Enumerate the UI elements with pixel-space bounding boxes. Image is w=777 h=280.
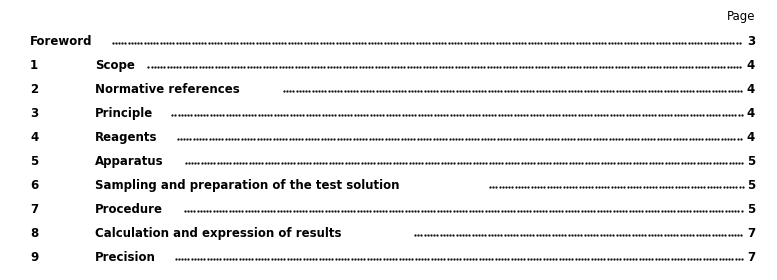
Text: 4: 4 xyxy=(747,59,755,72)
Text: 4: 4 xyxy=(747,131,755,144)
Text: Foreword: Foreword xyxy=(30,35,92,48)
Text: 6: 6 xyxy=(30,179,38,192)
Text: 4: 4 xyxy=(747,83,755,96)
Text: 3: 3 xyxy=(30,107,38,120)
Text: Calculation and expression of results: Calculation and expression of results xyxy=(95,227,342,240)
Text: 5: 5 xyxy=(747,203,755,216)
Text: Page: Page xyxy=(726,10,755,23)
Text: 5: 5 xyxy=(747,179,755,192)
Text: Principle: Principle xyxy=(95,107,153,120)
Text: 7: 7 xyxy=(747,251,755,264)
Text: 4: 4 xyxy=(30,131,38,144)
Text: 7: 7 xyxy=(30,203,38,216)
Text: 8: 8 xyxy=(30,227,38,240)
Text: Precision: Precision xyxy=(95,251,156,264)
Text: Procedure: Procedure xyxy=(95,203,163,216)
Text: 9: 9 xyxy=(30,251,38,264)
Text: 3: 3 xyxy=(747,35,755,48)
Text: 1: 1 xyxy=(30,59,38,72)
Text: 5: 5 xyxy=(747,155,755,168)
Text: 4: 4 xyxy=(747,107,755,120)
Text: 2: 2 xyxy=(30,83,38,96)
Text: Normative references: Normative references xyxy=(95,83,240,96)
Text: Scope: Scope xyxy=(95,59,135,72)
Text: Apparatus: Apparatus xyxy=(95,155,164,168)
Text: 5: 5 xyxy=(30,155,38,168)
Text: Reagents: Reagents xyxy=(95,131,158,144)
Text: Sampling and preparation of the test solution: Sampling and preparation of the test sol… xyxy=(95,179,399,192)
Text: 7: 7 xyxy=(747,227,755,240)
